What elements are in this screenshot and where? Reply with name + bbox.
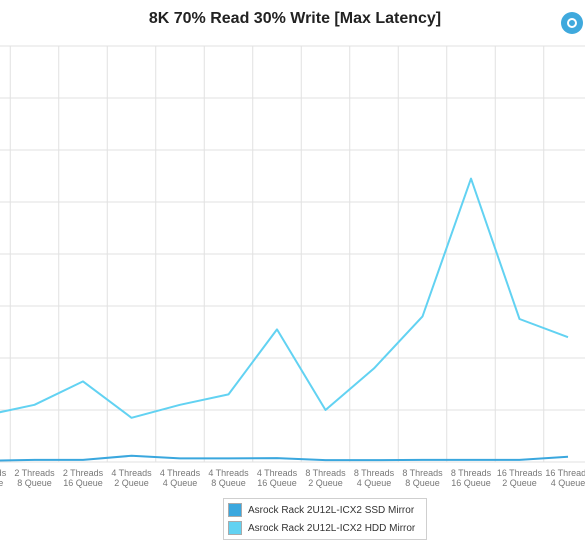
grid-lines <box>0 45 585 463</box>
series-line-0 <box>0 454 569 462</box>
legend-swatch-ssd <box>228 503 242 517</box>
legend-item-ssd[interactable]: Asrock Rack 2U12L-ICX2 SSD Mirror <box>224 501 426 519</box>
x-tick-label: 8 Threads 8 Queue <box>402 468 443 488</box>
legend: Asrock Rack 2U12L-ICX2 SSD Mirror Asrock… <box>223 498 427 540</box>
series-line-1 <box>0 177 569 419</box>
legend-swatch-hdd <box>228 521 242 535</box>
x-tick-label: 2 Threads 8 Queue <box>14 468 55 488</box>
x-tick-label: 8 Threads 2 Queue <box>305 468 346 488</box>
chart-menu-icon[interactable] <box>561 12 583 34</box>
x-tick-label: 4 Threads 16 Queue <box>257 468 298 488</box>
x-tick-label: 4 Threads 4 Queue <box>160 468 201 488</box>
legend-item-hdd[interactable]: Asrock Rack 2U12L-ICX2 HDD Mirror <box>224 519 426 537</box>
x-tick-label: 8 Threads 4 Queue <box>354 468 395 488</box>
x-tick-label: 8 Threads 16 Queue <box>451 468 492 488</box>
x-tick-label: 4 Threads 2 Queue <box>111 468 152 488</box>
legend-label-hdd: Asrock Rack 2U12L-ICX2 HDD Mirror <box>248 522 416 534</box>
series-lines <box>0 177 569 462</box>
x-tick-label: 16 Threads 2 Queue <box>497 468 543 488</box>
x-tick-label: 4 Threads 8 Queue <box>208 468 249 488</box>
legend-label-ssd: Asrock Rack 2U12L-ICX2 SSD Mirror <box>248 504 415 516</box>
chart-title: 8K 70% Read 30% Write [Max Latency] <box>148 10 442 27</box>
x-tick-label: 2 Threads 16 Queue <box>63 468 104 488</box>
